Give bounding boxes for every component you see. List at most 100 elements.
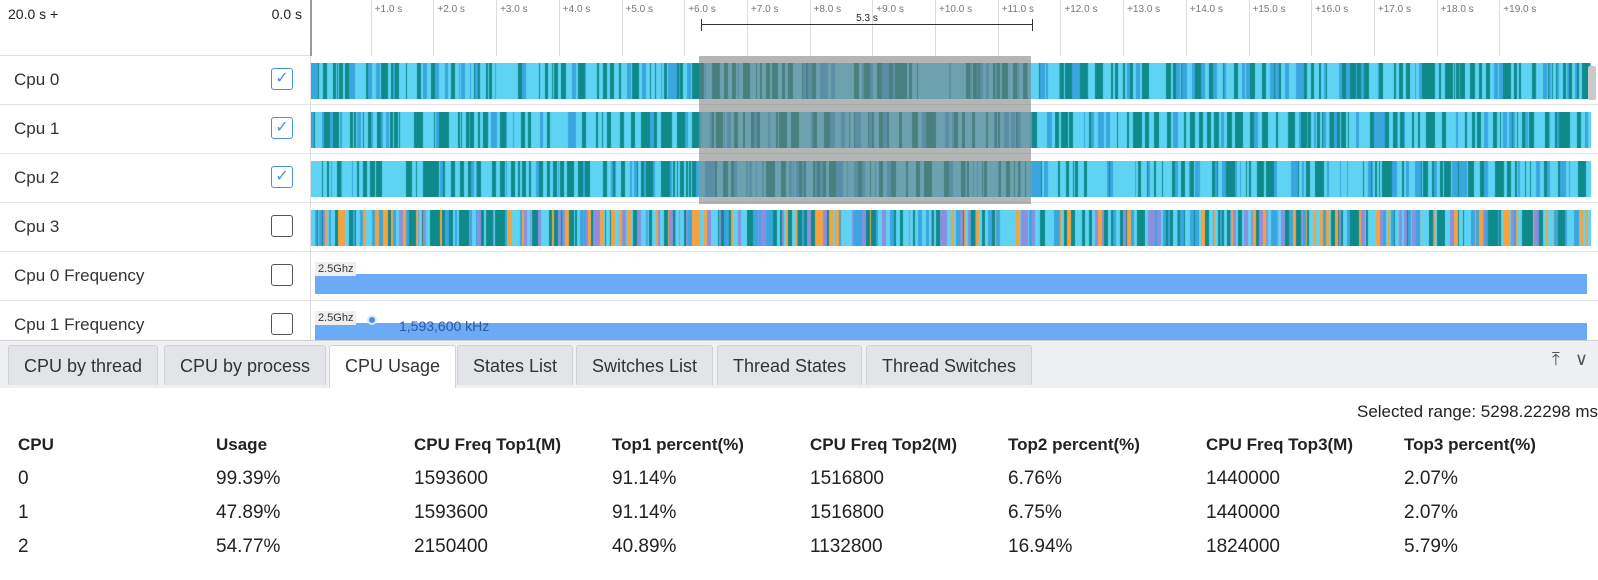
frequency-scale-label: 2.5Ghz (315, 311, 357, 325)
tab-thread-switches[interactable]: Thread Switches (866, 345, 1033, 385)
time-tick-label: +7.0 s (750, 4, 779, 15)
column-header[interactable]: CPU Freq Top3(M) (1206, 435, 1354, 454)
frequency-bar (315, 274, 1587, 294)
time-tick: +5.0 s (621, 0, 653, 56)
table-cell: 2 (18, 536, 29, 557)
lane-name: Cpu 0 Frequency (14, 266, 145, 285)
table-cell: 1516800 (810, 502, 884, 523)
time-tick: +11.0 s (997, 0, 1034, 56)
column-header[interactable]: Top2 percent(%) (1008, 435, 1140, 454)
table-cell: 1 (18, 502, 29, 523)
time-tick-label: +16.0 s (1315, 4, 1349, 15)
table-cell: 6.75% (1008, 502, 1062, 523)
time-tick-label: +4.0 s (562, 4, 591, 15)
table-cell: 54.77% (216, 536, 281, 557)
table-cell: 2150400 (414, 536, 488, 557)
table-cell: 1132800 (810, 536, 883, 557)
table-cell: 16.94% (1008, 536, 1073, 557)
column-header[interactable]: Usage (216, 435, 268, 454)
cpu-activity-strip (311, 210, 1591, 246)
frequency-scale-label: 2.5Ghz (315, 262, 357, 276)
table-cell: 1593600 (414, 502, 488, 523)
time-tick: +2.0 s (433, 0, 465, 56)
vertical-scrollbar[interactable] (1588, 66, 1596, 100)
lane-checkbox[interactable] (271, 215, 293, 237)
lane-track[interactable] (310, 203, 1591, 252)
column-header[interactable]: Top3 percent(%) (1404, 435, 1536, 454)
frequency-bar (315, 323, 1587, 340)
time-tick: +10.0 s (935, 0, 972, 56)
tab-states-list[interactable]: States List (457, 345, 574, 385)
time-tick: +8.0 s (809, 0, 841, 56)
time-tick: +1.0 s (370, 0, 402, 56)
lane-name: Cpu 0 (14, 70, 60, 89)
time-tick: +13.0 s (1123, 0, 1160, 56)
time-tick: +19.0 s (1499, 0, 1536, 56)
time-tick-label: +19.0 s (1503, 4, 1537, 15)
table-row[interactable]: 0 99.39% 1593600 91.14% 1516800 6.76% 1440000 2… (10, 462, 1594, 496)
selected-range-label: Selected range: 5298.22298 ms (1356, 402, 1598, 421)
column-header[interactable]: CPU (18, 435, 54, 454)
lane-track[interactable]: 2.5Ghz 1,593,600 kHz (310, 301, 1590, 340)
column-header[interactable]: CPU Freq Top2(M) (810, 435, 958, 454)
column-header[interactable]: Top1 percent(%) (612, 435, 744, 454)
time-tick-label: +9.0 s (876, 4, 904, 15)
lane-name: Cpu 2 (14, 168, 60, 187)
tab-cpu-by-process[interactable]: CPU by process (164, 345, 327, 385)
tab-cpu-by-thread[interactable]: CPU by thread (8, 345, 159, 385)
time-tick: +4.0 s (558, 0, 590, 56)
lane-checkbox[interactable]: ✓ (271, 117, 293, 139)
time-tick-label: +3.0 s (500, 4, 528, 15)
lane-checkbox[interactable]: ✓ (271, 68, 293, 90)
lane-row: Cpu 0 Frequency 2.5Ghz (0, 252, 1598, 301)
time-tick-label: +2.0 s (437, 4, 465, 15)
time-tick-label: +10.0 s (939, 4, 973, 15)
lane-checkbox[interactable] (271, 264, 293, 286)
selection-overlay[interactable] (699, 56, 1031, 204)
lane-row: Cpu 1 Frequency 2.5Ghz 1,593,600 kHz (0, 301, 1598, 340)
pin-top-icon[interactable]: ⤒ (1551, 349, 1560, 369)
table-cell: 1440000 (1206, 468, 1280, 489)
column-header[interactable]: CPU Freq Top1(M) (414, 435, 562, 454)
timeline-area: 20.0 s + 0.0 s +1.0 s +2.0 s +3.0 s +4.0 s +… (0, 0, 1598, 340)
table-row[interactable]: 2 54.77% 2150400 40.89% 1132800 16.94% 1824000… (10, 530, 1594, 564)
table-row[interactable]: 1 47.89% 1593600 91.14% 1516800 6.75% 1440000 2… (10, 496, 1594, 530)
table-cell: 5.79% (1404, 536, 1458, 557)
time-tick: +15.0 s (1248, 0, 1286, 56)
tab-switches-list[interactable]: Switches List (576, 345, 714, 385)
time-tick-label: +5.0 s (625, 4, 654, 15)
table-cell: 2.07% (1404, 468, 1458, 489)
frequency-marker-icon (367, 315, 377, 325)
selection-range-bar[interactable] (701, 19, 1033, 34)
time-tick-label: +15.0 s (1252, 4, 1286, 15)
time-tick: +12.0 s (1060, 0, 1097, 56)
chevron-down-icon[interactable]: ∨ (1574, 349, 1588, 369)
lane-track[interactable]: 2.5Ghz (310, 252, 1590, 301)
tab-cpu-usage[interactable]: CPU Usage (329, 345, 457, 389)
table-cell: 6.76% (1008, 468, 1062, 489)
time-ruler[interactable]: +1.0 s +2.0 s +3.0 s +4.0 s +5.0 s +6.0 s +7.0… (310, 0, 1598, 56)
time-tick-label: +6.0 s (688, 4, 716, 15)
table-cell: 0 (18, 468, 29, 489)
time-tick: +6.0 s (684, 0, 716, 56)
lane-checkbox[interactable]: ✓ (271, 166, 293, 188)
range-start-label: 20.0 s + (8, 6, 59, 22)
lane-row: Cpu 3 (0, 203, 1598, 252)
time-tick: +16.0 s (1311, 0, 1348, 56)
time-tick: +7.0 s (746, 0, 778, 56)
time-tick: +17.0 s (1373, 0, 1411, 56)
lane-checkbox[interactable] (271, 313, 293, 335)
tab-thread-states[interactable]: Thread States (717, 345, 863, 385)
lane-name: Cpu 1 Frequency (14, 315, 145, 334)
time-tick-label: +1.0 s (374, 4, 403, 15)
table-cell: 1593600 (414, 468, 488, 489)
time-tick-label: +14.0 s (1189, 4, 1223, 15)
cpu-usage-panel: Selected range: 5298.22298 ms CPU Usage CP… (0, 388, 1598, 580)
table-cell: 40.89% (612, 536, 677, 557)
time-tick-label: +13.0 s (1127, 4, 1161, 15)
table-cell: 91.14% (612, 502, 677, 523)
range-end-label: 0.0 s (271, 6, 302, 22)
time-tick-label: +17.0 s (1377, 4, 1411, 15)
selection-duration-label: 5.3 s (856, 13, 878, 24)
tab-bar: CPU by thread CPU by process CPU Usage Stat… (0, 340, 1598, 389)
